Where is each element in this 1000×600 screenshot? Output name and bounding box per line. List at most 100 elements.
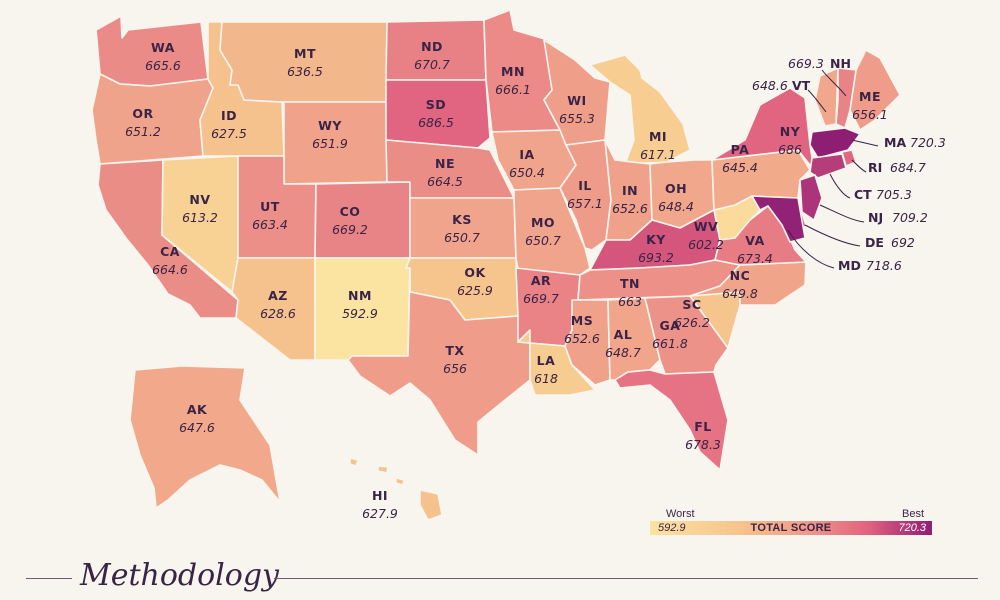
callout-label-nh: NH bbox=[830, 56, 851, 71]
callout-label-de: DE bbox=[865, 235, 884, 250]
legend-gradient-bar bbox=[650, 521, 932, 535]
state-label-nv: NV bbox=[189, 192, 210, 207]
state-hi-island-2 bbox=[377, 465, 389, 474]
state-label-al: AL bbox=[614, 327, 633, 342]
state-score-ut: 663.4 bbox=[252, 217, 288, 232]
state-score-or: 651.2 bbox=[125, 124, 161, 139]
state-score-wi: 655.3 bbox=[559, 111, 595, 126]
state-mt bbox=[219, 21, 388, 103]
state-score-mi: 617.1 bbox=[640, 147, 676, 162]
methodology-section: Methodology bbox=[0, 558, 1000, 600]
labels-layer: WA 665.6 OR 651.2 CA 664.6 NV 613.2 ID 627.5 MT 636… bbox=[125, 39, 888, 521]
methodology-rule-left bbox=[26, 578, 72, 579]
state-score-pa: 645.4 bbox=[722, 160, 758, 175]
state-label-il: IL bbox=[578, 178, 592, 193]
state-label-ar: AR bbox=[531, 273, 551, 288]
state-label-co: CO bbox=[340, 204, 361, 219]
state-label-wy: WY bbox=[318, 118, 342, 133]
state-hi-island-3 bbox=[395, 477, 405, 486]
callout-line-nh bbox=[821, 69, 847, 97]
state-label-ny: NY bbox=[780, 124, 801, 139]
state-ks bbox=[409, 197, 517, 259]
state-score-ky: 693.2 bbox=[638, 250, 674, 265]
state-score-mt: 636.5 bbox=[287, 64, 323, 79]
state-label-tx: TX bbox=[445, 343, 464, 358]
state-score-id: 627.5 bbox=[211, 126, 247, 141]
state-mi bbox=[589, 54, 691, 165]
state-nj bbox=[799, 174, 823, 221]
state-hi bbox=[419, 489, 443, 521]
state-co bbox=[314, 181, 411, 259]
state-score-nc: 649.8 bbox=[722, 286, 758, 301]
state-score-nm: 592.9 bbox=[342, 306, 378, 321]
state-score-in: 652.6 bbox=[612, 201, 648, 216]
state-score-ia: 650.4 bbox=[509, 165, 545, 180]
callout-line-ma bbox=[851, 139, 879, 147]
state-score-wv: 602.2 bbox=[688, 237, 724, 252]
state-label-ia: IA bbox=[519, 147, 534, 162]
state-label-mi: MI bbox=[649, 129, 667, 144]
state-tx bbox=[347, 267, 531, 456]
callout-line-md bbox=[787, 229, 835, 269]
callout-line-de bbox=[804, 224, 861, 247]
callout-line-ct bbox=[829, 173, 851, 199]
score-legend: Worst Best 592.9 TOTAL SCORE 720.3 bbox=[650, 508, 932, 536]
state-score-va: 673.4 bbox=[737, 251, 773, 266]
state-ct bbox=[809, 153, 847, 179]
state-label-me: ME bbox=[859, 89, 881, 104]
state-label-ks: KS bbox=[452, 212, 472, 227]
callout-label-nj: NJ bbox=[868, 210, 883, 225]
state-label-hi: HI bbox=[372, 488, 388, 503]
state-label-tn: TN bbox=[620, 276, 640, 291]
state-score-mo: 650.7 bbox=[525, 233, 561, 248]
callout-label-vt: VT bbox=[792, 78, 811, 93]
callout-score-de: 692 bbox=[891, 235, 915, 250]
state-label-pa: PA bbox=[731, 142, 750, 157]
state-label-mo: MO bbox=[531, 215, 555, 230]
state-ny bbox=[711, 87, 815, 171]
state-score-il: 657.1 bbox=[567, 196, 603, 211]
state-label-ne: NE bbox=[435, 156, 455, 171]
callout-score-ri: 684.7 bbox=[890, 160, 926, 175]
state-score-tn: 663 bbox=[618, 294, 642, 309]
state-label-nd: ND bbox=[421, 39, 443, 54]
state-label-sd: SD bbox=[426, 97, 446, 112]
state-label-ok: OK bbox=[464, 265, 486, 280]
legend-worst-label: Worst bbox=[666, 508, 695, 520]
callout-score-nj: 709.2 bbox=[892, 210, 928, 225]
state-label-ca: CA bbox=[160, 244, 180, 259]
legend-title: TOTAL SCORE bbox=[750, 522, 832, 534]
state-label-sc: SC bbox=[682, 297, 701, 312]
callout-score-nh: 669.3 bbox=[788, 56, 824, 71]
state-label-wi: WI bbox=[567, 93, 586, 108]
state-score-hi: 627.9 bbox=[362, 506, 398, 521]
state-score-wa: 665.6 bbox=[145, 58, 181, 73]
state-label-wv: WV bbox=[694, 219, 718, 234]
state-score-ar: 669.7 bbox=[523, 291, 559, 306]
state-sd bbox=[385, 79, 491, 149]
state-score-ny: 686 bbox=[778, 142, 802, 157]
callout-score-md: 718.6 bbox=[866, 258, 902, 273]
state-score-mn: 666.1 bbox=[495, 82, 531, 97]
state-label-nc: NC bbox=[730, 268, 751, 283]
state-score-ms: 652.6 bbox=[564, 331, 600, 346]
callout-label-ri: RI bbox=[868, 160, 882, 175]
state-score-nd: 670.7 bbox=[414, 57, 450, 72]
state-score-oh: 648.4 bbox=[658, 199, 694, 214]
state-label-az: AZ bbox=[268, 288, 288, 303]
state-ak bbox=[129, 365, 281, 509]
state-label-ga: GA bbox=[660, 318, 681, 333]
state-score-ak: 647.6 bbox=[179, 420, 215, 435]
state-label-ms: MS bbox=[571, 313, 593, 328]
state-score-ca: 664.6 bbox=[152, 262, 188, 277]
state-score-me: 656.1 bbox=[852, 107, 888, 122]
state-label-fl: FL bbox=[694, 419, 712, 434]
legend-min-value: 592.9 bbox=[658, 522, 686, 534]
state-score-nv: 613.2 bbox=[182, 210, 218, 225]
state-label-in: IN bbox=[622, 183, 638, 198]
state-score-ne: 664.5 bbox=[427, 174, 463, 189]
state-score-sc: 626.2 bbox=[674, 315, 710, 330]
callout-label-md: MD bbox=[838, 258, 861, 273]
state-score-tx: 656 bbox=[443, 361, 467, 376]
state-score-ga: 661.8 bbox=[652, 336, 688, 351]
